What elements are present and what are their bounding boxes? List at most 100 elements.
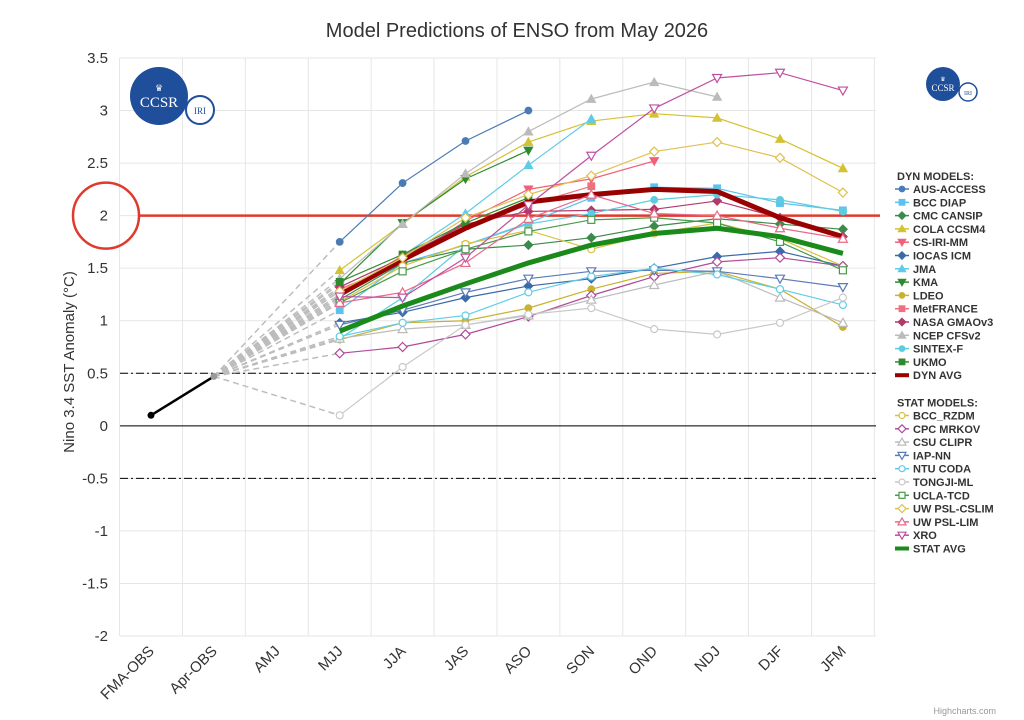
data-point (712, 270, 722, 279)
data-point (334, 347, 346, 359)
legend-item[interactable]: MetFRANCE (895, 304, 978, 316)
y-tick-label: 1.5 (87, 260, 108, 277)
legend-item[interactable]: COLA CCSM4 (895, 224, 986, 236)
data-point (398, 318, 407, 327)
legend-item[interactable]: UKMO (895, 357, 947, 369)
data-point (585, 188, 597, 199)
ccsr-logo-small: ♛ CCSR IRI (926, 67, 978, 102)
legend-item[interactable]: KMA (895, 277, 938, 289)
data-point (649, 157, 660, 167)
data-point (524, 310, 533, 319)
series-line (339, 197, 529, 283)
legend-item[interactable]: AUS-ACCESS (895, 184, 986, 196)
data-point (711, 256, 723, 268)
legend-item[interactable]: TONGJI-ML (895, 477, 974, 489)
legend-item[interactable]: CS-IRI-MM (895, 237, 968, 249)
legend-item[interactable]: CPC MRKOV (895, 424, 981, 436)
data-point (587, 215, 596, 224)
connector-dashed (213, 302, 341, 378)
legend-item[interactable]: XRO (895, 530, 937, 542)
legend-item[interactable]: CMC CANSIP (895, 211, 983, 223)
data-point (898, 478, 906, 486)
legend-item[interactable]: NCEP CFSv2 (895, 330, 981, 342)
x-tick-label: JFM (817, 643, 850, 676)
connector-dashed (213, 281, 341, 378)
data-point (586, 232, 597, 243)
ccsr-logo: ♛ CCSR IRI (130, 67, 215, 125)
data-point (334, 320, 346, 331)
data-point (650, 195, 659, 204)
data-point (896, 516, 908, 526)
data-point (398, 267, 407, 276)
series-aus-access (335, 106, 533, 246)
legend-item[interactable]: LDEO (895, 290, 944, 302)
legend-label: NASA GMAOv3 (913, 317, 993, 329)
legend-label: LDEO (913, 290, 944, 302)
legend-label: CMC CANSIP (913, 211, 983, 223)
legend-label: SINTEX-F (913, 344, 963, 356)
y-tick-label: 2 (100, 208, 108, 225)
legend-item[interactable]: UW PSL-CSLIM (895, 504, 994, 516)
legend-item[interactable]: NASA GMAOv3 (895, 317, 993, 329)
y-tick-label: 1 (100, 313, 108, 330)
legend-item[interactable]: JMA (895, 264, 936, 276)
data-point (838, 293, 848, 302)
connector-dashed (213, 352, 340, 378)
x-tick-label: AMJ (250, 643, 283, 676)
legend-label: STAT AVG (913, 544, 966, 556)
data-point (648, 279, 660, 290)
connector-dashed (213, 335, 340, 378)
y-tick-label: -0.5 (82, 470, 108, 487)
legend-item[interactable]: BCC DIAP (895, 197, 966, 209)
data-point (896, 451, 908, 461)
data-point (335, 411, 344, 420)
legend-item[interactable]: SINTEX-F (895, 344, 963, 356)
legend-item[interactable]: CSU CLIPR (895, 436, 972, 449)
data-point (838, 300, 848, 310)
data-point (897, 263, 907, 273)
data-point (585, 170, 597, 182)
x-tick-label: DJF (755, 643, 786, 674)
data-point (585, 293, 597, 304)
data-point (711, 112, 723, 122)
legend-item[interactable]: IAP-NN (895, 450, 951, 462)
data-point (334, 297, 346, 307)
data-point (460, 329, 471, 340)
y-tick-label: 0 (100, 418, 108, 435)
data-point (897, 423, 907, 434)
data-point (523, 126, 534, 136)
legend-item[interactable]: NTU CODA (895, 464, 971, 476)
legend-item[interactable]: DYN AVG (895, 370, 962, 382)
y-tick-label: -2 (95, 628, 108, 645)
legend-item[interactable]: IOCAS ICM (895, 251, 971, 263)
y-tick-label: 0.5 (87, 365, 108, 382)
legend-item[interactable]: BCC_RZDM (895, 411, 975, 423)
legend-label: JMA (913, 264, 936, 276)
observed-point (210, 372, 218, 380)
crown-icon-small: ♛ (940, 76, 945, 83)
y-tick-label: -1 (95, 523, 108, 540)
x-tick-label: JJA (380, 643, 410, 673)
series-ntu-coda (335, 264, 848, 341)
legend-header: DYN MODELS: (897, 171, 974, 183)
legend-item[interactable]: STAT AVG (895, 544, 966, 556)
data-point (587, 272, 596, 281)
data-point (837, 233, 849, 243)
data-point (898, 185, 906, 193)
data-point (524, 288, 533, 297)
legend-item[interactable]: UW PSL-LIM (895, 516, 978, 529)
legend-item[interactable]: UCLA-TCD (895, 490, 970, 502)
svg-text:IRI: IRI (964, 91, 972, 97)
data-point (712, 195, 723, 206)
data-point (524, 227, 533, 236)
data-point (334, 292, 346, 303)
legend-label: NCEP CFSv2 (913, 330, 981, 342)
data-point (839, 207, 847, 216)
data-point (897, 330, 907, 339)
data-point (335, 332, 344, 341)
x-tick-label: OND (625, 643, 661, 679)
svg-text:IRI: IRI (194, 106, 206, 116)
data-point (398, 362, 407, 372)
